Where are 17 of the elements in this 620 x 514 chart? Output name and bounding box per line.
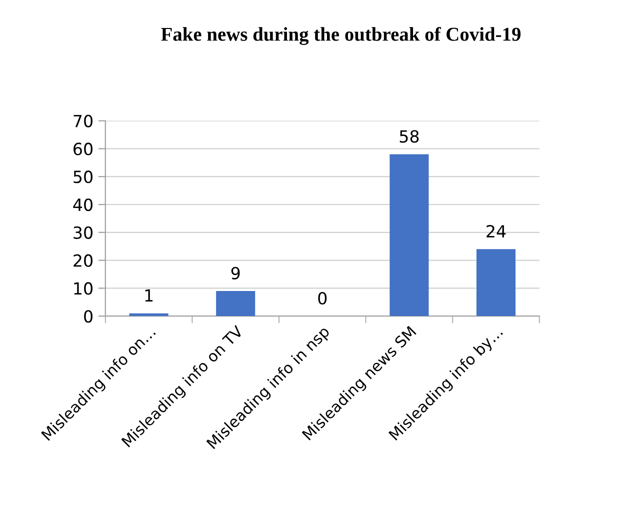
y-tick-label: 20 [74,254,92,267]
data-label: 0 [318,292,327,305]
data-label: 58 [400,130,419,143]
data-label: 9 [231,266,240,280]
data-label: 24 [486,224,506,238]
y-tick-label: 30 [74,226,92,239]
y-tick-label: 50 [74,170,92,184]
y-tick-label: 70 [74,114,92,128]
data-label: 1 [145,289,153,302]
y-tick-label: 60 [74,142,92,156]
bar [476,249,516,316]
bar [390,154,429,316]
bar [216,290,256,316]
chart-title: Fake news during the outbreak of Covid-19 [161,26,521,45]
y-tick-label: 40 [73,198,92,212]
y-tick-label: 0 [84,310,92,323]
y-tick-label: 10 [74,282,92,295]
